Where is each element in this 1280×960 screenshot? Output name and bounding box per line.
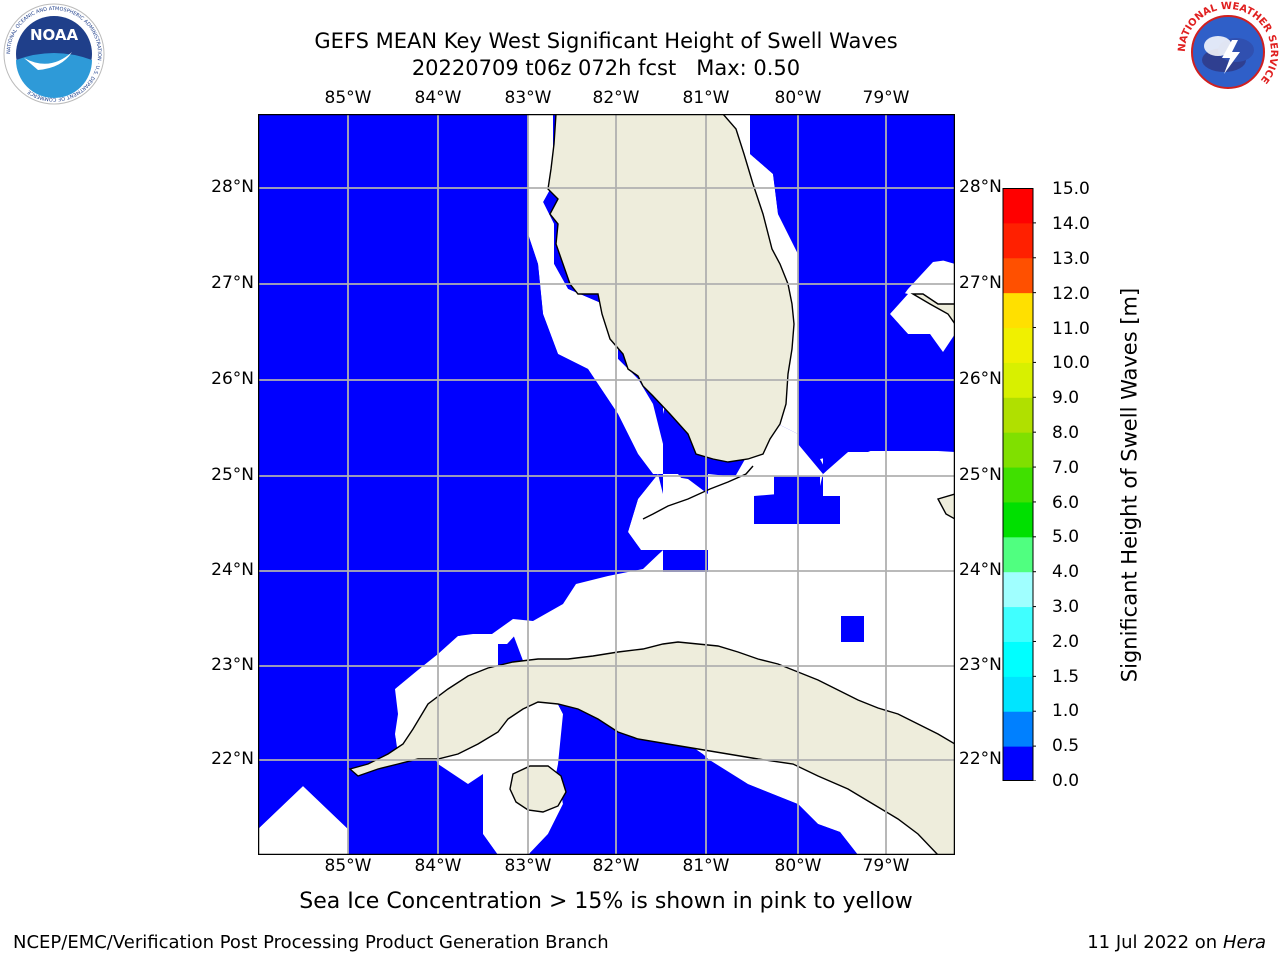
lat-label-left-25n: 25°N xyxy=(211,465,254,485)
footer-host: Hera xyxy=(1222,932,1266,953)
map-panel xyxy=(258,114,955,855)
lat-label-right-27n: 27°N xyxy=(959,273,1002,293)
footer-date: 11 Jul 2022 on Hera xyxy=(1087,932,1266,953)
footer-branch: NCEP/EMC/Verification Post Processing Pr… xyxy=(13,932,609,953)
colorbar-tick-15.0: 15.0 xyxy=(1052,179,1090,199)
colorbar-tick-0.0: 0.0 xyxy=(1052,771,1080,791)
lat-label-right-26n: 26°N xyxy=(959,369,1002,389)
colorbar-segment xyxy=(1003,571,1033,608)
lon-label-top-85w: 85°W xyxy=(324,88,372,108)
lon-label-top-81w: 81°W xyxy=(682,88,730,108)
lon-label-top-83w: 83°W xyxy=(504,88,552,108)
colorbar-tick-11.0: 11.0 xyxy=(1052,319,1090,339)
colorbar-segment xyxy=(1003,257,1033,294)
colorbar-tick-1.0: 1.0 xyxy=(1052,701,1080,721)
colorbar-segment xyxy=(1003,711,1033,747)
colorbar-tick-5.0: 5.0 xyxy=(1052,527,1080,547)
colorbar-tick-9.0: 9.0 xyxy=(1052,388,1080,408)
colorbar-tick-1.5: 1.5 xyxy=(1052,667,1080,687)
lat-label-left-26n: 26°N xyxy=(211,369,254,389)
lon-label-top-79w: 79°W xyxy=(862,88,910,108)
cuba xyxy=(348,641,955,855)
lat-label-right-23n: 23°N xyxy=(959,655,1002,675)
lon-label-bottom-81w: 81°W xyxy=(682,856,730,876)
lon-label-bottom-84w: 84°W xyxy=(414,856,462,876)
lon-label-bottom-83w: 83°W xyxy=(504,856,552,876)
colorbar-tick-13.0: 13.0 xyxy=(1052,249,1090,269)
colorbar-segment xyxy=(1003,536,1033,573)
colorbar-segment xyxy=(1003,292,1033,329)
lon-label-top-80w: 80°W xyxy=(774,88,822,108)
colorbar-segment xyxy=(1003,362,1033,398)
colorbar-segment xyxy=(1003,467,1033,503)
colorbar-segment xyxy=(1003,501,1033,538)
lat-label-left-22n: 22°N xyxy=(211,749,254,769)
colorbar-tick-10.0: 10.0 xyxy=(1052,353,1090,373)
lat-label-right-25n: 25°N xyxy=(959,465,1002,485)
colorbar-label: Significant Height of Swell Waves [m] xyxy=(1117,287,1142,683)
isla-de-la-juventud xyxy=(509,765,567,813)
colorbar-segment xyxy=(1003,676,1033,712)
lat-label-left-24n: 24°N xyxy=(211,560,254,580)
colorbar-tick-6.0: 6.0 xyxy=(1052,493,1080,513)
colorbar-segment xyxy=(1003,327,1033,363)
colorbar-segment xyxy=(1003,188,1033,224)
nws-logo: NATIONAL WEATHER SERVICE xyxy=(1177,1,1279,102)
colorbar-segment xyxy=(1003,641,1033,677)
colorbar-segment xyxy=(1003,222,1033,259)
land-masses xyxy=(348,114,955,855)
colorbar-segment xyxy=(1003,432,1033,468)
colorbar-tick-8.0: 8.0 xyxy=(1052,423,1080,443)
colorbar-tick-12.0: 12.0 xyxy=(1052,284,1090,304)
colorbar-tick-3.0: 3.0 xyxy=(1052,597,1080,617)
lon-label-top-84w: 84°W xyxy=(414,88,462,108)
colorbar-tick-0.5: 0.5 xyxy=(1052,736,1080,756)
florida-peninsula xyxy=(547,114,795,463)
colorbar xyxy=(1002,188,1036,781)
lat-label-right-28n: 28°N xyxy=(959,177,1002,197)
lon-label-top-82w: 82°W xyxy=(592,88,640,108)
footer-date-text: 11 Jul 2022 on xyxy=(1087,932,1223,953)
cuba-east xyxy=(936,493,955,520)
lon-label-bottom-80w: 80°W xyxy=(774,856,822,876)
lat-label-left-27n: 27°N xyxy=(211,273,254,293)
colorbar-segment xyxy=(1003,606,1033,642)
lon-label-bottom-85w: 85°W xyxy=(324,856,372,876)
colorbar-segment xyxy=(1003,746,1033,781)
noaa-logo-text: NOAA xyxy=(30,26,79,44)
graticule xyxy=(258,114,955,855)
lat-label-left-28n: 28°N xyxy=(211,177,254,197)
noaa-logo: NOAA NATIONAL OCEANIC AND ATMOSPHERIC AD… xyxy=(3,3,105,105)
title-line-2: 20220709 t06z 072h fcst Max: 0.50 xyxy=(411,56,801,80)
lon-label-bottom-79w: 79°W xyxy=(862,856,910,876)
colorbar-tick-14.0: 14.0 xyxy=(1052,214,1090,234)
title-line-1: GEFS MEAN Key West Significant Height of… xyxy=(314,29,898,53)
colorbar-tick-4.0: 4.0 xyxy=(1052,562,1080,582)
lat-label-right-22n: 22°N xyxy=(959,749,1002,769)
lat-label-right-24n: 24°N xyxy=(959,560,1002,580)
sea-ice-note: Sea Ice Concentration > 15% is shown in … xyxy=(299,889,913,914)
colorbar-tick-2.0: 2.0 xyxy=(1052,632,1080,652)
colorbar-segment xyxy=(1003,397,1033,433)
lat-label-left-23n: 23°N xyxy=(211,655,254,675)
lon-label-bottom-82w: 82°W xyxy=(592,856,640,876)
bahamas-andros xyxy=(910,293,955,326)
colorbar-border xyxy=(1002,188,1034,781)
colorbar-tick-7.0: 7.0 xyxy=(1052,458,1080,478)
